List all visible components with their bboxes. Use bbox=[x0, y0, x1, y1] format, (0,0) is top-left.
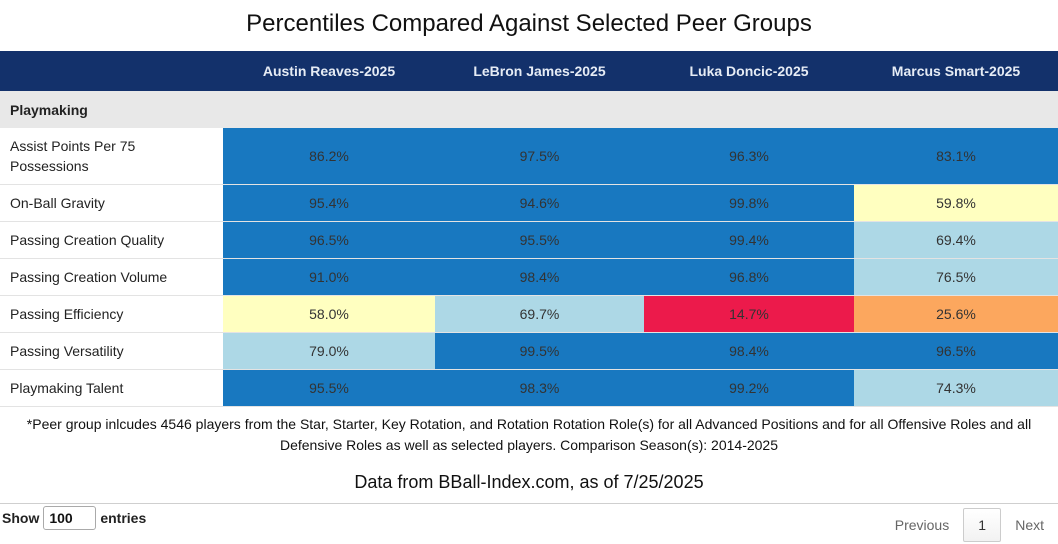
table-row: Passing Efficiency 58.0% 69.7% 14.7% 25.6% bbox=[0, 295, 1058, 333]
table-row: Passing Creation Volume 91.0% 98.4% 96.8% 76… bbox=[0, 258, 1058, 296]
row-label: Passing Creation Quality bbox=[0, 221, 223, 259]
section-row: Playmaking bbox=[0, 91, 1058, 128]
percentile-cell: 99.5% bbox=[435, 332, 644, 370]
percentile-cell: 99.4% bbox=[644, 221, 854, 259]
chart-title: Percentiles Compared Against Selected Pe… bbox=[246, 10, 812, 37]
percentile-table: Austin Reaves-2025 LeBron James-2025 Luk… bbox=[0, 51, 1058, 407]
table-row: Playmaking Talent 95.5% 98.3% 99.2% 74.3% bbox=[0, 369, 1058, 407]
previous-button[interactable]: Previous bbox=[894, 517, 950, 533]
row-label: Passing Creation Volume bbox=[0, 258, 223, 296]
row-label: On-Ball Gravity bbox=[0, 184, 223, 222]
header-player-3[interactable]: Luka Doncic-2025 bbox=[644, 51, 854, 91]
percentile-cell: 74.3% bbox=[854, 369, 1058, 407]
percentile-cell: 58.0% bbox=[223, 295, 435, 333]
percentile-cell: 98.4% bbox=[435, 258, 644, 296]
row-label: Assist Points Per 75 Possessions bbox=[0, 128, 223, 185]
table-row: Passing Versatility 79.0% 99.5% 98.4% 96.5% bbox=[0, 332, 1058, 370]
percentile-cell: 96.3% bbox=[644, 128, 854, 185]
percentile-cell: 98.4% bbox=[644, 332, 854, 370]
entries-label: entries bbox=[100, 510, 147, 526]
percentile-cell: 99.8% bbox=[644, 184, 854, 222]
percentile-cell: 96.8% bbox=[644, 258, 854, 296]
percentile-cell: 14.7% bbox=[644, 295, 854, 333]
percentile-cell: 96.5% bbox=[854, 332, 1058, 370]
table-row: Assist Points Per 75 Possessions 86.2% 97.… bbox=[0, 128, 1058, 185]
section-label: Playmaking bbox=[0, 91, 1058, 128]
entries-control: Show entries bbox=[2, 505, 146, 531]
percentile-cell: 79.0% bbox=[223, 332, 435, 370]
pagination: Previous 1 Next bbox=[881, 508, 1058, 542]
percentile-cell: 94.6% bbox=[435, 184, 644, 222]
footnote: *Peer group inlcudes 4546 players from t… bbox=[26, 416, 1032, 453]
percentile-cell: 95.4% bbox=[223, 184, 435, 222]
percentile-cell: 98.3% bbox=[435, 369, 644, 407]
row-label: Playmaking Talent bbox=[0, 369, 223, 407]
header-player-4[interactable]: Marcus Smart-2025 bbox=[854, 51, 1058, 91]
percentile-cell: 97.5% bbox=[435, 128, 644, 185]
header-player-2[interactable]: LeBron James-2025 bbox=[435, 51, 644, 91]
row-label: Passing Efficiency bbox=[0, 295, 223, 333]
header-row: Austin Reaves-2025 LeBron James-2025 Luk… bbox=[0, 51, 1058, 91]
percentile-cell: 83.1% bbox=[854, 128, 1058, 185]
percentile-cell: 96.5% bbox=[223, 221, 435, 259]
percentile-cell: 86.2% bbox=[223, 128, 435, 185]
percentile-cell: 59.8% bbox=[854, 184, 1058, 222]
header-blank[interactable] bbox=[0, 51, 223, 91]
percentile-cell: 95.5% bbox=[435, 221, 644, 259]
percentile-cell: 25.6% bbox=[854, 295, 1058, 333]
percentile-cell: 99.2% bbox=[644, 369, 854, 407]
percentile-cell: 91.0% bbox=[223, 258, 435, 296]
percentile-cell: 69.7% bbox=[435, 295, 644, 333]
percentile-cell: 95.5% bbox=[223, 369, 435, 407]
divider bbox=[0, 503, 1058, 504]
data-source: Data from BBall-Index.com, as of 7/25/20… bbox=[354, 472, 704, 492]
next-button[interactable]: Next bbox=[1015, 517, 1044, 533]
percentile-cell: 69.4% bbox=[854, 221, 1058, 259]
table-row: On-Ball Gravity 95.4% 94.6% 99.8% 59.8% bbox=[0, 184, 1058, 222]
page-1-button[interactable]: 1 bbox=[963, 508, 1002, 542]
table-row: Passing Creation Quality 96.5% 95.5% 99.4% 6… bbox=[0, 221, 1058, 259]
entries-input[interactable] bbox=[43, 506, 97, 530]
row-label: Passing Versatility bbox=[0, 332, 223, 370]
show-label: Show bbox=[2, 510, 40, 526]
header-player-1[interactable]: Austin Reaves-2025 bbox=[223, 51, 435, 91]
percentile-cell: 76.5% bbox=[854, 258, 1058, 296]
